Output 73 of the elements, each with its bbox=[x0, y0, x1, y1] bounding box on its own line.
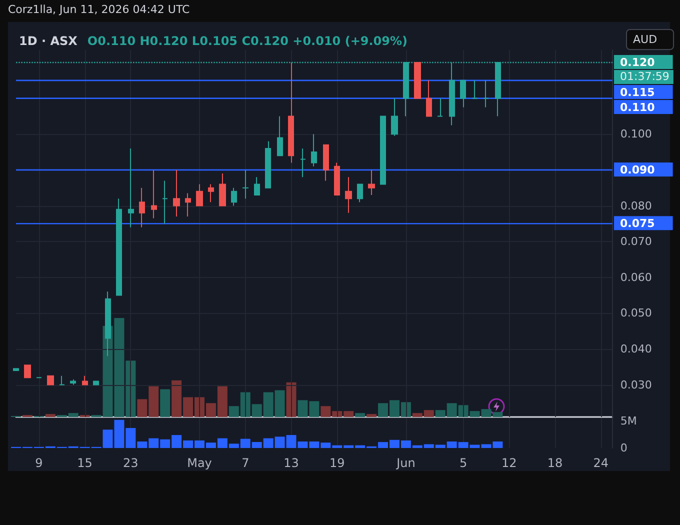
bar bbox=[366, 414, 377, 417]
candlestick bbox=[345, 176, 352, 214]
x-tick-label: 7 bbox=[242, 456, 250, 470]
candlestick bbox=[93, 380, 99, 386]
candlestick bbox=[311, 134, 317, 167]
candlestick bbox=[128, 148, 134, 228]
candlestick bbox=[391, 98, 398, 136]
y-tick-label: 0.050 bbox=[620, 306, 652, 320]
candlestick bbox=[82, 375, 88, 386]
candlestick bbox=[334, 162, 340, 196]
candlestick bbox=[323, 144, 329, 182]
candlestick bbox=[162, 180, 168, 224]
x-tick-label: Jun bbox=[396, 456, 416, 470]
x-tick-label: 23 bbox=[123, 456, 138, 470]
candlestick bbox=[254, 176, 260, 196]
bar bbox=[355, 413, 366, 417]
candlestick bbox=[47, 375, 54, 386]
x-tick-label: 18 bbox=[547, 456, 563, 470]
candlestick bbox=[426, 80, 432, 117]
bar bbox=[45, 414, 56, 417]
candlestick bbox=[185, 192, 191, 217]
candlestick bbox=[472, 80, 478, 99]
x-tick-label: May bbox=[187, 456, 212, 470]
y-tick-label: 0.070 bbox=[620, 235, 652, 248]
y-tick-label: 0.030 bbox=[620, 378, 652, 392]
candlestick bbox=[139, 187, 145, 228]
chart-subtitle: O0.110 H0.120 L0.105 C0.120 +0.010 (+9.09%) bbox=[87, 34, 408, 48]
x-tick-label: 13 bbox=[284, 456, 299, 470]
candlestick bbox=[59, 375, 65, 386]
y-tick-label: 0.060 bbox=[620, 270, 652, 284]
candlestick bbox=[242, 169, 249, 200]
candlestick bbox=[277, 116, 283, 156]
candlestick bbox=[24, 364, 31, 378]
ref-line-label: 0.090 bbox=[620, 163, 656, 176]
candlestick bbox=[460, 80, 466, 108]
bar bbox=[160, 389, 170, 417]
chart-title: 1D · ASX bbox=[19, 34, 78, 48]
candlestick bbox=[437, 98, 443, 117]
ref-line-label: 0.115 bbox=[620, 86, 655, 100]
ref-line-label: 0.110 bbox=[620, 101, 656, 114]
candlestick bbox=[231, 187, 237, 206]
candlestick bbox=[288, 62, 294, 164]
text: 01:37:59 bbox=[620, 70, 670, 84]
candlestick bbox=[300, 148, 306, 178]
x-tick-label: 9 bbox=[35, 456, 43, 470]
ref-line-label: 0.075 bbox=[620, 217, 655, 230]
x-tick-label: 19 bbox=[330, 456, 345, 470]
candlestick bbox=[368, 169, 375, 196]
text: AUD bbox=[633, 33, 658, 46]
candlestick bbox=[70, 378, 76, 386]
candlestick bbox=[173, 169, 180, 217]
candlestick bbox=[151, 169, 157, 219]
candlestick bbox=[13, 368, 19, 371]
candlestick bbox=[380, 116, 386, 185]
ref-line-label: 0.120 bbox=[620, 56, 656, 70]
x-tick-label: 15 bbox=[77, 456, 92, 470]
candlestick bbox=[483, 80, 489, 108]
candlestick bbox=[208, 184, 214, 203]
x-tick-label: 12 bbox=[502, 456, 517, 470]
candlestick bbox=[357, 184, 363, 203]
y-tick-label: 0.040 bbox=[620, 342, 652, 356]
x-tick-label: 24 bbox=[593, 456, 609, 470]
x-tick-label: 5 bbox=[459, 456, 468, 470]
y-tick-label: 0 bbox=[620, 442, 628, 454]
candlestick bbox=[196, 184, 203, 206]
candlestick bbox=[414, 62, 421, 99]
candlestick bbox=[265, 140, 271, 188]
y-tick-label: 5M bbox=[620, 414, 637, 428]
candlestick bbox=[116, 198, 122, 296]
text: Corz1lla, Jun 11, 2026 04:42 UTC bbox=[8, 3, 190, 16]
y-tick-label: 0.100 bbox=[620, 128, 652, 141]
candlestick bbox=[219, 173, 226, 206]
y-tick-label: 0.080 bbox=[620, 199, 652, 212]
